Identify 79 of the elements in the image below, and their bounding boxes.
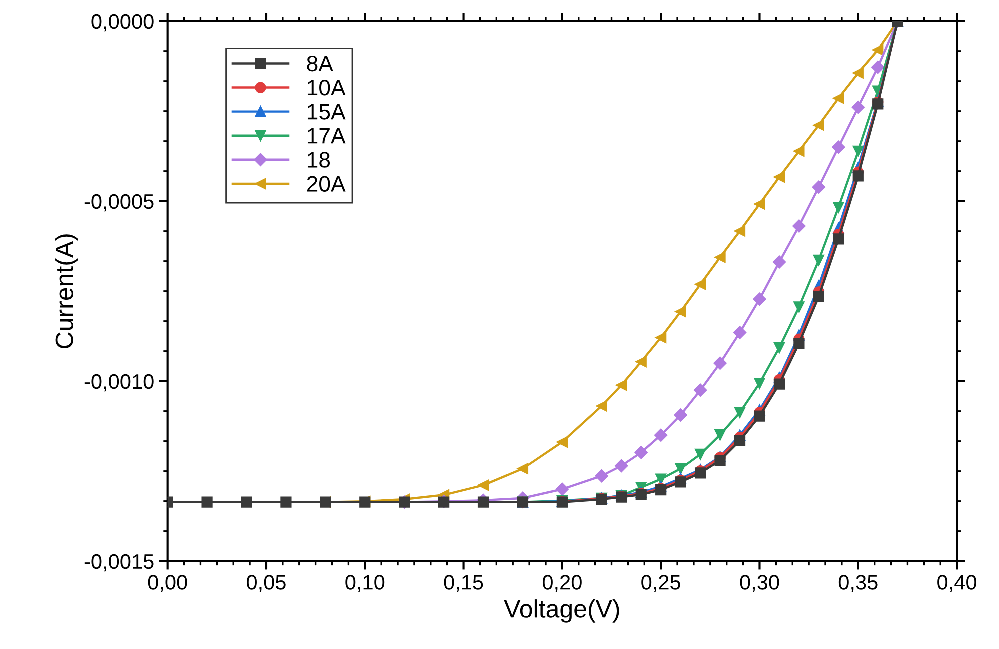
point [654, 428, 668, 442]
point [615, 459, 628, 473]
point [636, 356, 647, 368]
point [774, 172, 786, 183]
point [754, 410, 766, 422]
x-tick-label: 0,25 [642, 575, 680, 592]
point [813, 120, 824, 132]
point [794, 302, 805, 313]
point [556, 482, 570, 496]
x-tick-label: 0,30 [740, 575, 780, 592]
legend-label: 15A [308, 104, 346, 120]
point [675, 463, 686, 474]
x-tick-label: 0,10 [346, 575, 385, 592]
point [792, 220, 806, 233]
point [852, 146, 864, 157]
point [772, 256, 786, 269]
point [694, 384, 708, 397]
legend-label: 18 [308, 152, 330, 168]
legend-label: 17A [308, 128, 346, 144]
point [714, 429, 726, 441]
point [694, 468, 706, 479]
point [852, 100, 865, 114]
point [832, 140, 846, 154]
point [714, 356, 727, 370]
point [656, 474, 667, 485]
point [202, 496, 213, 508]
point [634, 446, 648, 460]
y-tick-label: 0,0000 [92, 14, 154, 32]
y-tick-label: -0,0010 [84, 374, 154, 392]
point [753, 292, 766, 306]
point [675, 306, 686, 318]
point [833, 234, 844, 245]
point [656, 332, 667, 344]
point [833, 202, 844, 214]
point [813, 254, 824, 266]
point [754, 378, 766, 390]
point [694, 279, 706, 290]
point [733, 326, 747, 340]
point [714, 252, 726, 264]
point [517, 463, 529, 474]
point [241, 496, 252, 508]
x-tick-label: 0,15 [444, 575, 484, 592]
x-tick-label: 0,05 [247, 575, 286, 592]
point [872, 60, 885, 74]
point [478, 496, 490, 508]
point [812, 180, 826, 194]
legend-label: 20A [307, 176, 346, 192]
point [674, 408, 688, 422]
point [852, 68, 864, 79]
point [852, 170, 864, 182]
legend-label: 10A [308, 80, 346, 96]
point [774, 378, 786, 390]
point [616, 380, 628, 391]
legend-label: 8A [307, 56, 334, 72]
point [734, 226, 746, 237]
point [734, 407, 746, 418]
point [794, 146, 805, 157]
point [596, 400, 608, 412]
point [714, 455, 726, 466]
point [556, 436, 568, 448]
point [794, 338, 805, 350]
point [872, 44, 884, 56]
y-tick-label: -0,0015 [84, 554, 154, 572]
point [280, 496, 292, 508]
point [754, 198, 766, 210]
point [694, 448, 706, 460]
x-tick-label: 0,00 [148, 575, 188, 592]
x-axis-title: Voltage(V) [504, 600, 620, 623]
point [478, 480, 490, 491]
y-tick-label: -0,0005 [84, 194, 154, 212]
x-tick-label: 0,35 [838, 575, 878, 592]
point [734, 435, 746, 446]
x-tick-label: 0,20 [542, 575, 582, 592]
y-axis-title: Current(A) [55, 234, 78, 348]
point [813, 291, 824, 302]
x-tick-label: 0,40 [938, 575, 977, 592]
point [833, 92, 844, 104]
point [595, 469, 608, 483]
point [774, 342, 786, 354]
